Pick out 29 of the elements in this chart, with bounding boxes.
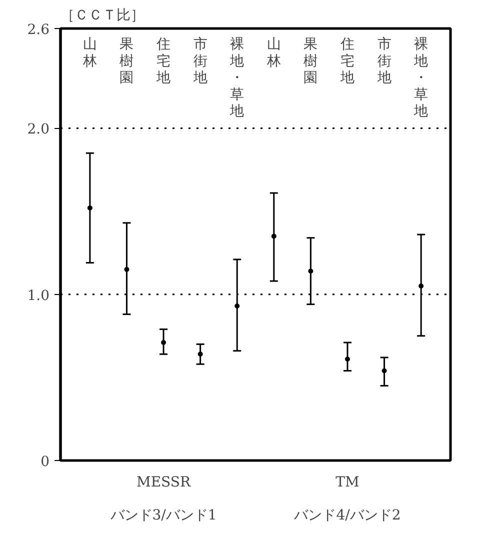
x-tick-label: 果樹園 bbox=[304, 36, 318, 86]
point bbox=[308, 268, 314, 274]
point bbox=[382, 368, 387, 374]
point bbox=[234, 303, 240, 308]
y-tick-label: 2.0 bbox=[27, 122, 50, 138]
x-tick-label: 住宅地 bbox=[156, 36, 171, 86]
text: TM bbox=[336, 474, 360, 490]
x-tick-label: 果樹園 bbox=[120, 36, 134, 86]
point bbox=[161, 340, 166, 346]
x-tick-label: 裸地・草地 bbox=[229, 36, 244, 120]
x-tick-label: 市街地 bbox=[192, 36, 208, 86]
x-tick-label: 住宅地 bbox=[339, 36, 354, 86]
point bbox=[87, 205, 92, 210]
x-tick-label: 裸地・草地 bbox=[413, 36, 428, 120]
point bbox=[198, 352, 203, 357]
y-tick-label: 1.0 bbox=[27, 288, 50, 304]
y-tick-label: 0 bbox=[40, 454, 50, 470]
point bbox=[418, 284, 424, 289]
x-tick-label: 山林 bbox=[266, 36, 281, 70]
x-tick-label: 山林 bbox=[82, 36, 97, 70]
point bbox=[271, 234, 276, 239]
text: MESSR bbox=[136, 474, 191, 490]
y-tick-label: 2.6 bbox=[27, 22, 50, 38]
text: バンド3/バンド1 bbox=[109, 508, 217, 524]
point bbox=[124, 266, 130, 272]
x-tick-label: 市街地 bbox=[376, 36, 392, 86]
text: バンド4/バンド2 bbox=[293, 508, 401, 524]
point bbox=[344, 356, 350, 362]
chart-title: ［ＣＣＴ比］ bbox=[60, 8, 144, 24]
